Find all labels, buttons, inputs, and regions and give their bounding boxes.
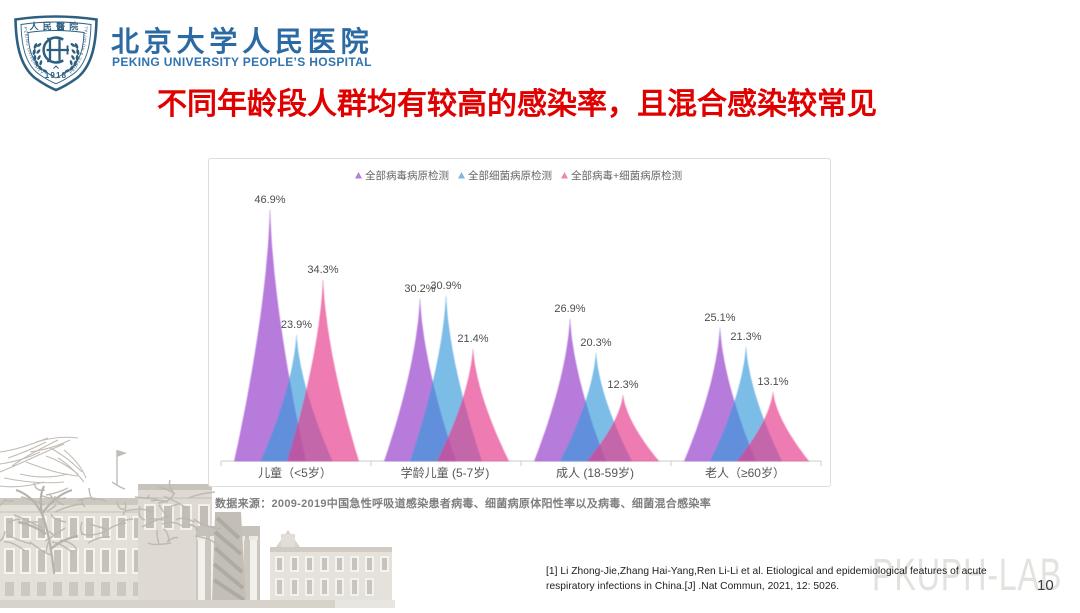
svg-text:儿童（<5岁）: 儿童（<5岁） <box>258 465 332 480</box>
svg-text:46.9%: 46.9% <box>254 194 285 206</box>
svg-text:全部病毒+细菌病原检测: 全部病毒+细菌病原检测 <box>571 169 682 182</box>
svg-text:25.1%: 25.1% <box>704 312 735 324</box>
svg-text:26.9%: 26.9% <box>554 303 585 315</box>
svg-text:30.9%: 30.9% <box>430 280 461 292</box>
svg-text:人民醫院: 人民醫院 <box>29 21 83 32</box>
svg-text:21.3%: 21.3% <box>730 331 761 343</box>
svg-text:12.3%: 12.3% <box>607 379 638 391</box>
svg-text:全部细菌病原检测: 全部细菌病原检测 <box>468 169 552 182</box>
svg-text:21.4%: 21.4% <box>457 333 488 345</box>
svg-text:老人（≥60岁）: 老人（≥60岁） <box>705 465 785 480</box>
svg-text:30.2%: 30.2% <box>404 283 435 295</box>
svg-text:34.3%: 34.3% <box>307 264 338 276</box>
svg-text:成人 (18-59岁): 成人 (18-59岁) <box>556 465 634 480</box>
svg-text:1918: 1918 <box>45 71 68 80</box>
svg-text:20.3%: 20.3% <box>580 337 611 349</box>
svg-text:23.9%: 23.9% <box>281 319 312 331</box>
svg-text:学龄儿童 (5-7岁): 学龄儿童 (5-7岁) <box>401 465 490 480</box>
svg-text:13.1%: 13.1% <box>757 376 788 388</box>
svg-text:全部病毒病原检测: 全部病毒病原检测 <box>365 169 449 182</box>
